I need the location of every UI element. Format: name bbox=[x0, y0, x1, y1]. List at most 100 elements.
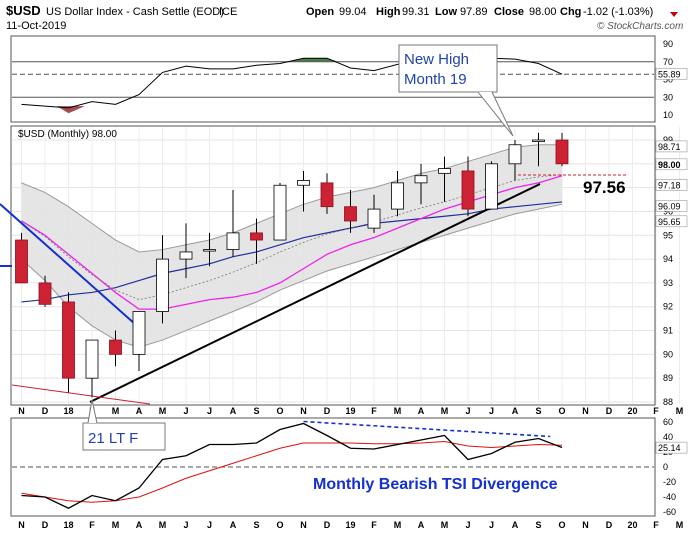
price-tick-95: 95 bbox=[663, 230, 673, 240]
candle-body bbox=[297, 180, 310, 186]
low-value: 97.89 bbox=[460, 6, 488, 18]
tsi-x-label: A bbox=[230, 520, 237, 530]
tsi-x-label: J bbox=[207, 520, 212, 530]
chg-value: -1.02 (-1.03%) bbox=[583, 6, 653, 18]
price-tag-box-96.09 bbox=[655, 200, 688, 212]
open-value: 99.04 bbox=[339, 6, 367, 18]
price-x-label: J bbox=[465, 406, 470, 416]
tsi-x-label: A bbox=[512, 520, 519, 530]
price-tick-99: 99 bbox=[663, 135, 673, 145]
candle-body bbox=[367, 208, 381, 229]
tsi-divergence-line bbox=[303, 420, 551, 438]
uptrend-line bbox=[89, 183, 541, 403]
candle-body bbox=[38, 282, 52, 305]
price-x-label: F bbox=[653, 406, 659, 416]
candle-body bbox=[109, 339, 122, 355]
high-label: High bbox=[376, 6, 401, 18]
tsi-x-label: O bbox=[558, 520, 565, 530]
rsi-tick-70: 70 bbox=[663, 57, 673, 67]
tsi-tick-40: 40 bbox=[663, 432, 673, 442]
tsi-x-label: 18 bbox=[63, 520, 73, 530]
tsi-x-label: M bbox=[441, 520, 449, 530]
tsi-x-label: D bbox=[606, 520, 613, 530]
lower-red-line bbox=[11, 384, 151, 405]
trendlines bbox=[0, 183, 541, 405]
candle-body bbox=[438, 168, 451, 174]
tsi-x-label: F bbox=[653, 520, 659, 530]
tsi-x-label: N bbox=[18, 520, 25, 530]
candle-body bbox=[226, 232, 240, 250]
tsi-divergence-label: Monthly Bearish TSI Divergence bbox=[313, 476, 558, 493]
price-x-label: D bbox=[42, 406, 49, 416]
tsi-tick--40: -40 bbox=[663, 492, 676, 502]
tsi-tag: 25.14 bbox=[658, 443, 681, 453]
candle-body bbox=[85, 339, 99, 379]
price-x-label: A bbox=[230, 406, 237, 416]
tsi-tick--20: -20 bbox=[663, 477, 676, 487]
chart-date: 11-Oct-2019 bbox=[6, 20, 66, 32]
tsi-tick-0: 0 bbox=[663, 462, 668, 472]
price-tag-box-95.65 bbox=[655, 215, 688, 228]
candle-body bbox=[203, 249, 216, 252]
price-x-label: D bbox=[324, 406, 331, 416]
chg-label: Chg bbox=[560, 6, 581, 18]
price-x-label: 19 bbox=[345, 406, 355, 416]
candle-body bbox=[414, 175, 428, 184]
price-tag-98.71: 98.71 bbox=[658, 142, 681, 152]
price-x-label: J bbox=[183, 406, 188, 416]
low-label: Low bbox=[435, 6, 457, 18]
high-value: 99.31 bbox=[402, 6, 430, 18]
candle-body bbox=[132, 311, 146, 355]
candle-body bbox=[344, 206, 357, 222]
price-tag-box-98.71 bbox=[655, 140, 688, 153]
price-x-label: M bbox=[112, 406, 120, 416]
price-x-label: N bbox=[582, 406, 589, 416]
candle-body bbox=[461, 170, 475, 210]
new-high-line1: New High bbox=[404, 51, 469, 68]
price-x-label: S bbox=[535, 406, 541, 416]
price-legend: $USD (Monthly) 98.00 bbox=[18, 129, 117, 140]
price-x-label: M bbox=[159, 406, 167, 416]
candle-body bbox=[273, 184, 287, 241]
tsi-x-label: S bbox=[535, 520, 541, 530]
stockcharts-logo: © StockCharts.com bbox=[597, 21, 683, 32]
tsi-tick-60: 60 bbox=[663, 417, 673, 427]
price-x-label: A bbox=[136, 406, 143, 416]
rsi-tick-30: 30 bbox=[663, 92, 673, 102]
candle-body bbox=[485, 163, 498, 210]
tsi-x-label: A bbox=[418, 520, 425, 530]
ticker-symbol: $USD bbox=[6, 3, 41, 18]
rsi-tick-90: 90 bbox=[663, 39, 673, 49]
lt-f-callout-pointer bbox=[87, 399, 98, 424]
price-axis: 99989796959493929190898898.7198.0097.189… bbox=[655, 135, 688, 407]
tsi-tag-box bbox=[655, 441, 688, 454]
price-x-label: A bbox=[418, 406, 425, 416]
candle-body bbox=[320, 182, 334, 208]
candle-body bbox=[62, 301, 75, 379]
price-x-label: D bbox=[606, 406, 613, 416]
candlesticks bbox=[15, 132, 569, 398]
bollinger-upper-line bbox=[21, 144, 562, 253]
price-tag-95.65: 95.65 bbox=[658, 217, 681, 227]
tsi-x-label: D bbox=[324, 520, 331, 530]
candle-body bbox=[250, 232, 263, 241]
close-label: Close bbox=[494, 6, 524, 18]
price-x-label: F bbox=[371, 406, 377, 416]
candle-body bbox=[179, 251, 193, 260]
tsi-x-label: N bbox=[582, 520, 589, 530]
tsi-x-label: J bbox=[489, 520, 494, 530]
tsi-x-label: M bbox=[159, 520, 167, 530]
tsi-x-label: A bbox=[136, 520, 143, 530]
instrument-name: US Dollar Index - Cash Settle (EOD) bbox=[46, 6, 224, 18]
price-x-label: M bbox=[394, 406, 402, 416]
price-x-label: 18 bbox=[63, 406, 73, 416]
price-tag-box-97.18 bbox=[655, 179, 688, 191]
price-tag-96.09: 96.09 bbox=[658, 201, 681, 211]
exchange-label: ICE bbox=[219, 6, 237, 18]
tsi-x-label: M bbox=[112, 520, 120, 530]
tsi-x-label: O bbox=[276, 520, 283, 530]
rsi-tick-10: 10 bbox=[663, 110, 673, 120]
candle-body bbox=[156, 258, 169, 312]
rsi-tag-box bbox=[655, 67, 688, 80]
